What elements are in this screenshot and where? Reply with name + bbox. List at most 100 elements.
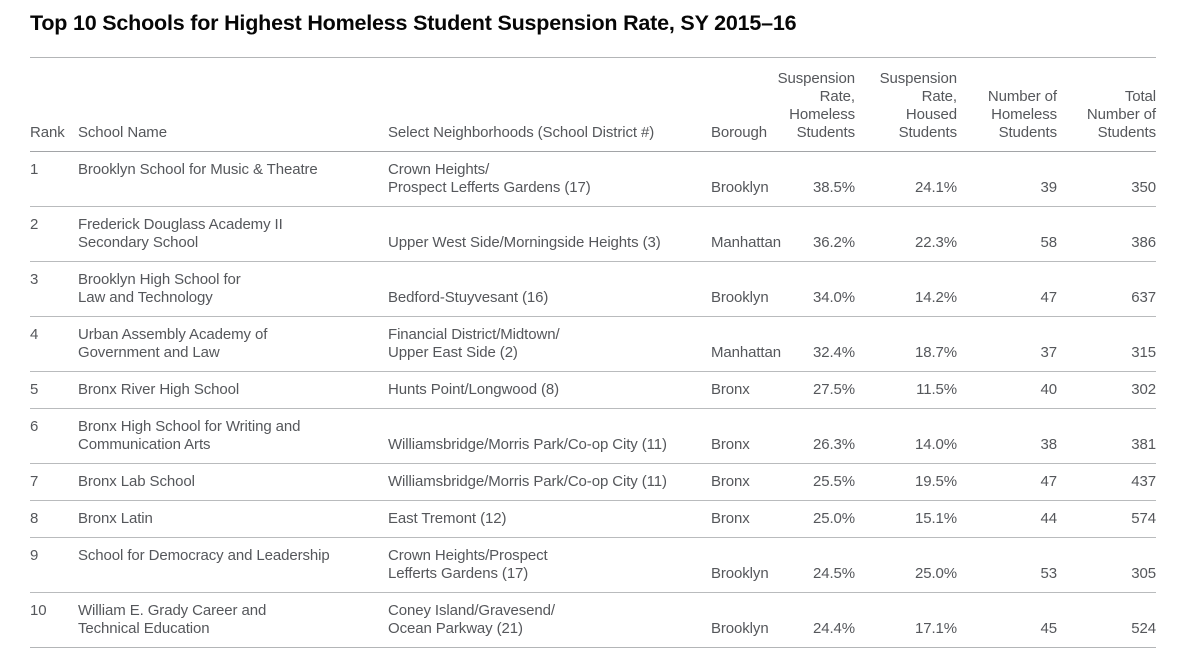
- table-row: 3 Brooklyn High School for Law and Techn…: [30, 261, 1156, 317]
- col-header-neighborhoods: Select Neighborhoods (School District #): [388, 57, 711, 152]
- table-row: 9 School for Democracy and Leadership Cr…: [30, 537, 1156, 593]
- col-header-rank: Rank: [30, 57, 78, 152]
- cell-borough: Brooklyn: [711, 537, 773, 593]
- cell-borough: Bronx: [711, 371, 773, 409]
- cell-neighborhood: Bedford-Stuyvesant (16): [388, 261, 711, 317]
- cell-rate-housed: 14.2%: [855, 261, 957, 317]
- cell-neighborhood: Upper West Side/Morningside Heights (3): [388, 206, 711, 262]
- cell-total-students: 386: [1057, 206, 1156, 262]
- cell-rate-homeless: 34.0%: [773, 261, 855, 317]
- cell-neighborhood: Financial District/Midtown/ Upper East S…: [388, 316, 711, 372]
- cell-borough: Brooklyn: [711, 592, 773, 648]
- cell-rank: 1: [30, 161, 39, 178]
- cell-rate-housed: 11.5%: [855, 371, 957, 409]
- cell-school-name: Bronx Latin: [78, 500, 388, 538]
- cell-rate-homeless: 24.5%: [773, 537, 855, 593]
- cell-neighborhood: East Tremont (12): [388, 500, 711, 538]
- cell-school-name: Brooklyn High School for Law and Technol…: [78, 261, 388, 317]
- cell-rate-homeless: 26.3%: [773, 408, 855, 464]
- cell-rate-homeless: 27.5%: [773, 371, 855, 409]
- cell-num-homeless: 58: [957, 206, 1057, 262]
- cell-school-name: Bronx River High School: [78, 371, 388, 409]
- cell-neighborhood: Crown Heights/ Prospect Lefferts Gardens…: [388, 161, 591, 196]
- col-header-rate-homeless: Suspension Rate, Homeless Students: [773, 57, 855, 152]
- cell-num-homeless: 45: [957, 592, 1057, 648]
- cell-rate-homeless: 25.5%: [773, 463, 855, 501]
- cell-rate-housed: 19.5%: [855, 463, 957, 501]
- cell-rate-housed: 25.0%: [855, 537, 957, 593]
- cell-rate-housed: 24.1%: [914, 179, 957, 196]
- cell-neighborhood: Williamsbridge/Morris Park/Co-op City (1…: [388, 463, 711, 501]
- col-header-num-homeless: Number of Homeless Students: [957, 57, 1057, 152]
- cell-total-students: 437: [1057, 463, 1156, 501]
- table-row: 1 Brooklyn School for Music & Theatre Cr…: [30, 152, 1156, 207]
- cell-num-homeless: 37: [957, 316, 1057, 372]
- cell-total-students: 381: [1057, 408, 1156, 464]
- cell-rate-housed: 17.1%: [855, 592, 957, 648]
- cell-school-name: Frederick Douglass Academy II Secondary …: [78, 206, 388, 262]
- cell-total-students: 305: [1057, 537, 1156, 593]
- cell-rate-homeless: 36.2%: [773, 206, 855, 262]
- cell-num-homeless: 53: [957, 537, 1057, 593]
- table-row: 4 Urban Assembly Academy of Government a…: [30, 316, 1156, 372]
- cell-borough: Manhattan: [711, 206, 781, 262]
- cell-borough: Bronx: [711, 408, 773, 464]
- table-row: 10 William E. Grady Career and Technical…: [30, 592, 1156, 648]
- table-row: 6 Bronx High School for Writing and Comm…: [30, 408, 1156, 464]
- cell-total-students: 302: [1057, 371, 1156, 409]
- cell-rate-housed: 15.1%: [855, 500, 957, 538]
- cell-rank: 3: [30, 261, 78, 317]
- cell-total-students: 637: [1057, 261, 1156, 317]
- cell-school-name: Bronx Lab School: [78, 463, 388, 501]
- cell-neighborhood: Williamsbridge/Morris Park/Co-op City (1…: [388, 408, 711, 464]
- suspension-rate-table: Rank School Name Select Neighborhoods (S…: [30, 57, 1156, 648]
- cell-rank: 5: [30, 371, 78, 409]
- cell-total-students: 350: [1131, 179, 1156, 196]
- cell-school-name: Urban Assembly Academy of Government and…: [78, 316, 388, 372]
- cell-borough: Manhattan: [711, 316, 781, 372]
- cell-num-homeless: 44: [957, 500, 1057, 538]
- cell-rate-housed: 22.3%: [855, 206, 957, 262]
- table-row: 8 Bronx Latin East Tremont (12) Bronx 25…: [30, 500, 1156, 538]
- cell-school-name: Bronx High School for Writing and Commun…: [78, 408, 388, 464]
- cell-neighborhood: Coney Island/Gravesend/ Ocean Parkway (2…: [388, 592, 711, 648]
- cell-rank: 10: [30, 592, 78, 648]
- cell-school-name: Brooklyn School for Music & Theatre: [78, 161, 318, 178]
- cell-rate-housed: 18.7%: [855, 316, 957, 372]
- cell-num-homeless: 47: [957, 463, 1057, 501]
- figure-container: Top 10 Schools for Highest Homeless Stud…: [0, 9, 1184, 648]
- table-body: 1 Brooklyn School for Music & Theatre Cr…: [30, 152, 1156, 648]
- col-header-total-students: Total Number of Students: [1057, 57, 1156, 152]
- table-row: 5 Bronx River High School Hunts Point/Lo…: [30, 371, 1156, 409]
- header-row: Rank School Name Select Neighborhoods (S…: [30, 57, 1156, 152]
- col-header-borough: Borough: [711, 57, 773, 152]
- col-header-school-name: School Name: [78, 57, 388, 152]
- table-row: 7 Bronx Lab School Williamsbridge/Morris…: [30, 463, 1156, 501]
- cell-rank: 7: [30, 463, 78, 501]
- table-row: 2 Frederick Douglass Academy II Secondar…: [30, 206, 1156, 262]
- cell-total-students: 315: [1057, 316, 1156, 372]
- cell-total-students: 574: [1057, 500, 1156, 538]
- cell-neighborhood: Hunts Point/Longwood (8): [388, 371, 711, 409]
- cell-borough: Brooklyn: [711, 261, 773, 317]
- cell-rank: 4: [30, 316, 78, 372]
- cell-rank: 9: [30, 537, 78, 593]
- cell-rank: 6: [30, 408, 78, 464]
- cell-rate-homeless: 38.5%: [812, 179, 855, 196]
- cell-num-homeless: 47: [957, 261, 1057, 317]
- cell-rate-homeless: 25.0%: [773, 500, 855, 538]
- cell-num-homeless: 39: [1040, 179, 1058, 196]
- cell-rate-housed: 14.0%: [855, 408, 957, 464]
- cell-school-name: School for Democracy and Leadership: [78, 537, 388, 593]
- col-header-rate-housed: Suspension Rate, Housed Students: [855, 57, 957, 152]
- cell-total-students: 524: [1057, 592, 1156, 648]
- cell-neighborhood: Crown Heights/Prospect Lefferts Gardens …: [388, 537, 711, 593]
- cell-borough: Bronx: [711, 500, 773, 538]
- cell-rate-homeless: 32.4%: [773, 316, 855, 372]
- chart-title: Top 10 Schools for Highest Homeless Stud…: [30, 11, 797, 35]
- cell-borough: Bronx: [711, 463, 773, 501]
- cell-rate-homeless: 24.4%: [773, 592, 855, 648]
- cell-rank: 8: [30, 500, 78, 538]
- cell-borough: Brooklyn: [711, 179, 769, 196]
- cell-num-homeless: 40: [957, 371, 1057, 409]
